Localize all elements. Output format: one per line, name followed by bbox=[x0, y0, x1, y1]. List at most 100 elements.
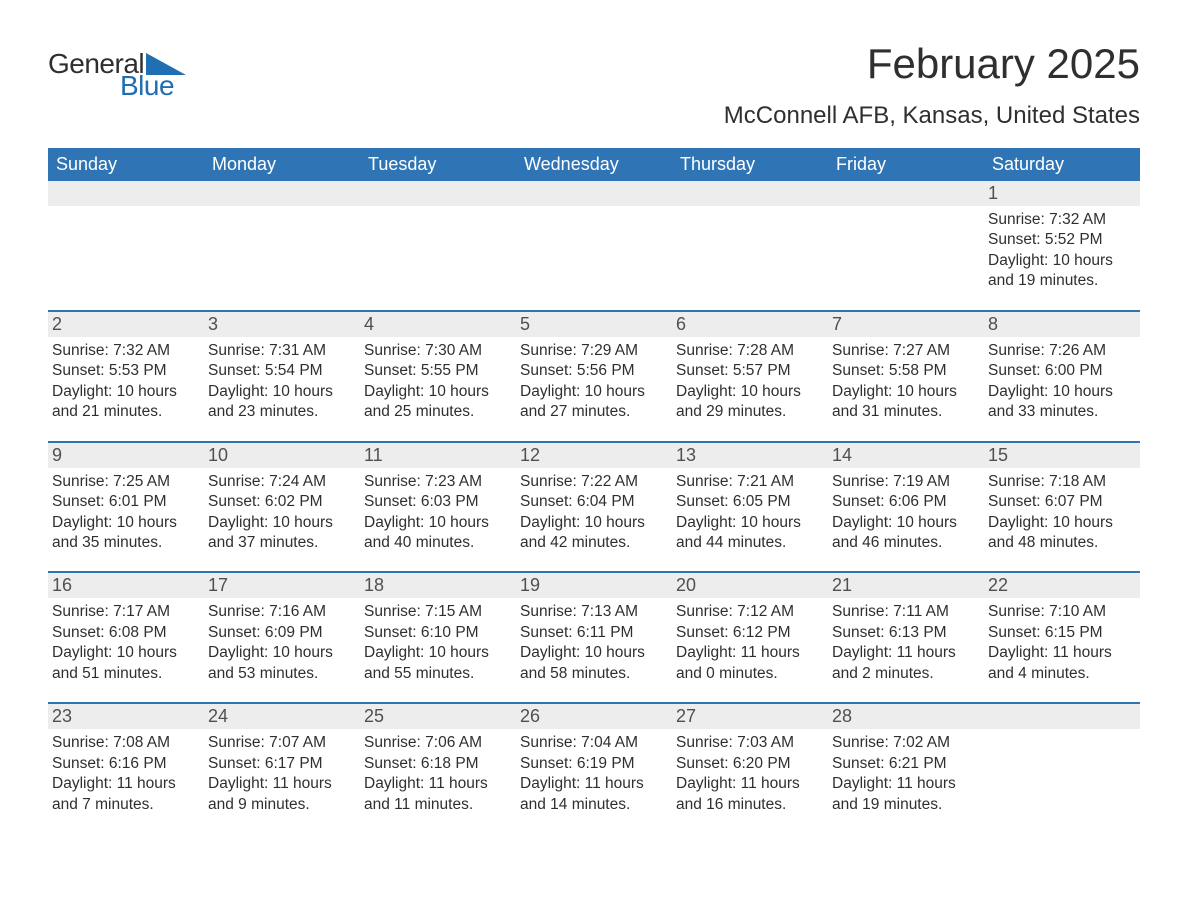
sunrise-text: Sunrise: 7:07 AM bbox=[208, 733, 352, 753]
day-cell bbox=[516, 181, 672, 310]
daylight-text: Daylight: 10 hours and 33 minutes. bbox=[988, 382, 1132, 423]
day-cell bbox=[672, 181, 828, 310]
sunrise-text: Sunrise: 7:23 AM bbox=[364, 472, 508, 492]
sunset-text: Sunset: 5:53 PM bbox=[52, 361, 196, 381]
daylight-text: Daylight: 11 hours and 11 minutes. bbox=[364, 774, 508, 815]
day-details: Sunrise: 7:02 AMSunset: 6:21 PMDaylight:… bbox=[832, 733, 976, 815]
day-number: 5 bbox=[516, 312, 672, 337]
dow-cell: Sunday bbox=[48, 148, 204, 181]
sunrise-text: Sunrise: 7:28 AM bbox=[676, 341, 820, 361]
sunset-text: Sunset: 6:19 PM bbox=[520, 754, 664, 774]
dow-cell: Monday bbox=[204, 148, 360, 181]
sunset-text: Sunset: 6:09 PM bbox=[208, 623, 352, 643]
daylight-text: Daylight: 10 hours and 46 minutes. bbox=[832, 513, 976, 554]
sunrise-text: Sunrise: 7:32 AM bbox=[988, 210, 1132, 230]
sunset-text: Sunset: 6:01 PM bbox=[52, 492, 196, 512]
day-details: Sunrise: 7:08 AMSunset: 6:16 PMDaylight:… bbox=[52, 733, 196, 815]
daylight-text: Daylight: 11 hours and 0 minutes. bbox=[676, 643, 820, 684]
day-cell: 1Sunrise: 7:32 AMSunset: 5:52 PMDaylight… bbox=[984, 181, 1140, 310]
sunrise-text: Sunrise: 7:27 AM bbox=[832, 341, 976, 361]
sunset-text: Sunset: 6:15 PM bbox=[988, 623, 1132, 643]
sunset-text: Sunset: 5:54 PM bbox=[208, 361, 352, 381]
day-cell bbox=[828, 181, 984, 310]
sunset-text: Sunset: 5:56 PM bbox=[520, 361, 664, 381]
day-cell: 20 Sunrise: 7:12 AMSunset: 6:12 PMDayligh… bbox=[672, 573, 828, 702]
sunset-text: Sunset: 6:10 PM bbox=[364, 623, 508, 643]
dow-cell: Friday bbox=[828, 148, 984, 181]
day-number: 24 bbox=[204, 704, 360, 729]
day-details: Sunrise: 7:29 AMSunset: 5:56 PMDaylight:… bbox=[520, 341, 664, 423]
dow-cell: Thursday bbox=[672, 148, 828, 181]
daylight-text: Daylight: 10 hours and 44 minutes. bbox=[676, 513, 820, 554]
day-number: 20 bbox=[672, 573, 828, 598]
sunrise-text: Sunrise: 7:08 AM bbox=[52, 733, 196, 753]
sunset-text: Sunset: 6:03 PM bbox=[364, 492, 508, 512]
day-number bbox=[516, 181, 672, 206]
daylight-text: Daylight: 10 hours and 40 minutes. bbox=[364, 513, 508, 554]
day-number: 15 bbox=[984, 443, 1140, 468]
sunset-text: Sunset: 6:17 PM bbox=[208, 754, 352, 774]
sunset-text: Sunset: 6:18 PM bbox=[364, 754, 508, 774]
sunset-text: Sunset: 6:12 PM bbox=[676, 623, 820, 643]
sunrise-text: Sunrise: 7:16 AM bbox=[208, 602, 352, 622]
day-details: Sunrise: 7:26 AMSunset: 6:00 PMDaylight:… bbox=[988, 341, 1132, 423]
day-number: 21 bbox=[828, 573, 984, 598]
day-number: 25 bbox=[360, 704, 516, 729]
sunrise-text: Sunrise: 7:10 AM bbox=[988, 602, 1132, 622]
daylight-text: Daylight: 10 hours and 31 minutes. bbox=[832, 382, 976, 423]
sunset-text: Sunset: 6:00 PM bbox=[988, 361, 1132, 381]
day-number: 12 bbox=[516, 443, 672, 468]
day-details: Sunrise: 7:19 AMSunset: 6:06 PMDaylight:… bbox=[832, 472, 976, 554]
day-of-week-header: SundayMondayTuesdayWednesdayThursdayFrid… bbox=[48, 148, 1140, 181]
day-number bbox=[204, 181, 360, 206]
day-number: 23 bbox=[48, 704, 204, 729]
daylight-text: Daylight: 10 hours and 23 minutes. bbox=[208, 382, 352, 423]
day-cell: 8Sunrise: 7:26 AMSunset: 6:00 PMDaylight… bbox=[984, 312, 1140, 441]
day-details: Sunrise: 7:28 AMSunset: 5:57 PMDaylight:… bbox=[676, 341, 820, 423]
daylight-text: Daylight: 10 hours and 25 minutes. bbox=[364, 382, 508, 423]
sunrise-text: Sunrise: 7:24 AM bbox=[208, 472, 352, 492]
day-cell: 14Sunrise: 7:19 AMSunset: 6:06 PMDayligh… bbox=[828, 443, 984, 572]
day-number: 2 bbox=[48, 312, 204, 337]
daylight-text: Daylight: 10 hours and 19 minutes. bbox=[988, 251, 1132, 292]
day-cell: 18 Sunrise: 7:15 AMSunset: 6:10 PMDayligh… bbox=[360, 573, 516, 702]
day-cell: 5 Sunrise: 7:29 AMSunset: 5:56 PMDaylight… bbox=[516, 312, 672, 441]
sunrise-text: Sunrise: 7:32 AM bbox=[52, 341, 196, 361]
day-number: 18 bbox=[360, 573, 516, 598]
day-cell bbox=[984, 704, 1140, 833]
sunrise-text: Sunrise: 7:11 AM bbox=[832, 602, 976, 622]
day-cell: 13Sunrise: 7:21 AMSunset: 6:05 PMDayligh… bbox=[672, 443, 828, 572]
day-cell: 15Sunrise: 7:18 AMSunset: 6:07 PMDayligh… bbox=[984, 443, 1140, 572]
day-details: Sunrise: 7:23 AMSunset: 6:03 PMDaylight:… bbox=[364, 472, 508, 554]
day-number: 11 bbox=[360, 443, 516, 468]
sunset-text: Sunset: 6:08 PM bbox=[52, 623, 196, 643]
day-cell: 23 Sunrise: 7:08 AMSunset: 6:16 PMDayligh… bbox=[48, 704, 204, 833]
daylight-text: Daylight: 10 hours and 53 minutes. bbox=[208, 643, 352, 684]
sunrise-text: Sunrise: 7:12 AM bbox=[676, 602, 820, 622]
sunset-text: Sunset: 6:02 PM bbox=[208, 492, 352, 512]
daylight-text: Daylight: 10 hours and 51 minutes. bbox=[52, 643, 196, 684]
sunrise-text: Sunrise: 7:25 AM bbox=[52, 472, 196, 492]
day-number: 28 bbox=[828, 704, 984, 729]
sunset-text: Sunset: 6:07 PM bbox=[988, 492, 1132, 512]
day-number: 3 bbox=[204, 312, 360, 337]
day-cell: 7Sunrise: 7:27 AMSunset: 5:58 PMDaylight… bbox=[828, 312, 984, 441]
daylight-text: Daylight: 11 hours and 14 minutes. bbox=[520, 774, 664, 815]
sunrise-text: Sunrise: 7:26 AM bbox=[988, 341, 1132, 361]
daylight-text: Daylight: 10 hours and 35 minutes. bbox=[52, 513, 196, 554]
daylight-text: Daylight: 11 hours and 9 minutes. bbox=[208, 774, 352, 815]
day-details: Sunrise: 7:25 AMSunset: 6:01 PMDaylight:… bbox=[52, 472, 196, 554]
day-details: Sunrise: 7:13 AMSunset: 6:11 PMDaylight:… bbox=[520, 602, 664, 684]
day-cell: 17Sunrise: 7:16 AMSunset: 6:09 PMDayligh… bbox=[204, 573, 360, 702]
month-title: February 2025 bbox=[724, 40, 1140, 88]
day-details: Sunrise: 7:24 AMSunset: 6:02 PMDaylight:… bbox=[208, 472, 352, 554]
sunset-text: Sunset: 6:20 PM bbox=[676, 754, 820, 774]
day-details: Sunrise: 7:27 AMSunset: 5:58 PMDaylight:… bbox=[832, 341, 976, 423]
sunrise-text: Sunrise: 7:21 AM bbox=[676, 472, 820, 492]
day-details: Sunrise: 7:15 AMSunset: 6:10 PMDaylight:… bbox=[364, 602, 508, 684]
day-cell: 9 Sunrise: 7:25 AMSunset: 6:01 PMDaylight… bbox=[48, 443, 204, 572]
day-number: 9 bbox=[48, 443, 204, 468]
day-details: Sunrise: 7:31 AMSunset: 5:54 PMDaylight:… bbox=[208, 341, 352, 423]
dow-cell: Saturday bbox=[984, 148, 1140, 181]
day-number bbox=[48, 181, 204, 206]
